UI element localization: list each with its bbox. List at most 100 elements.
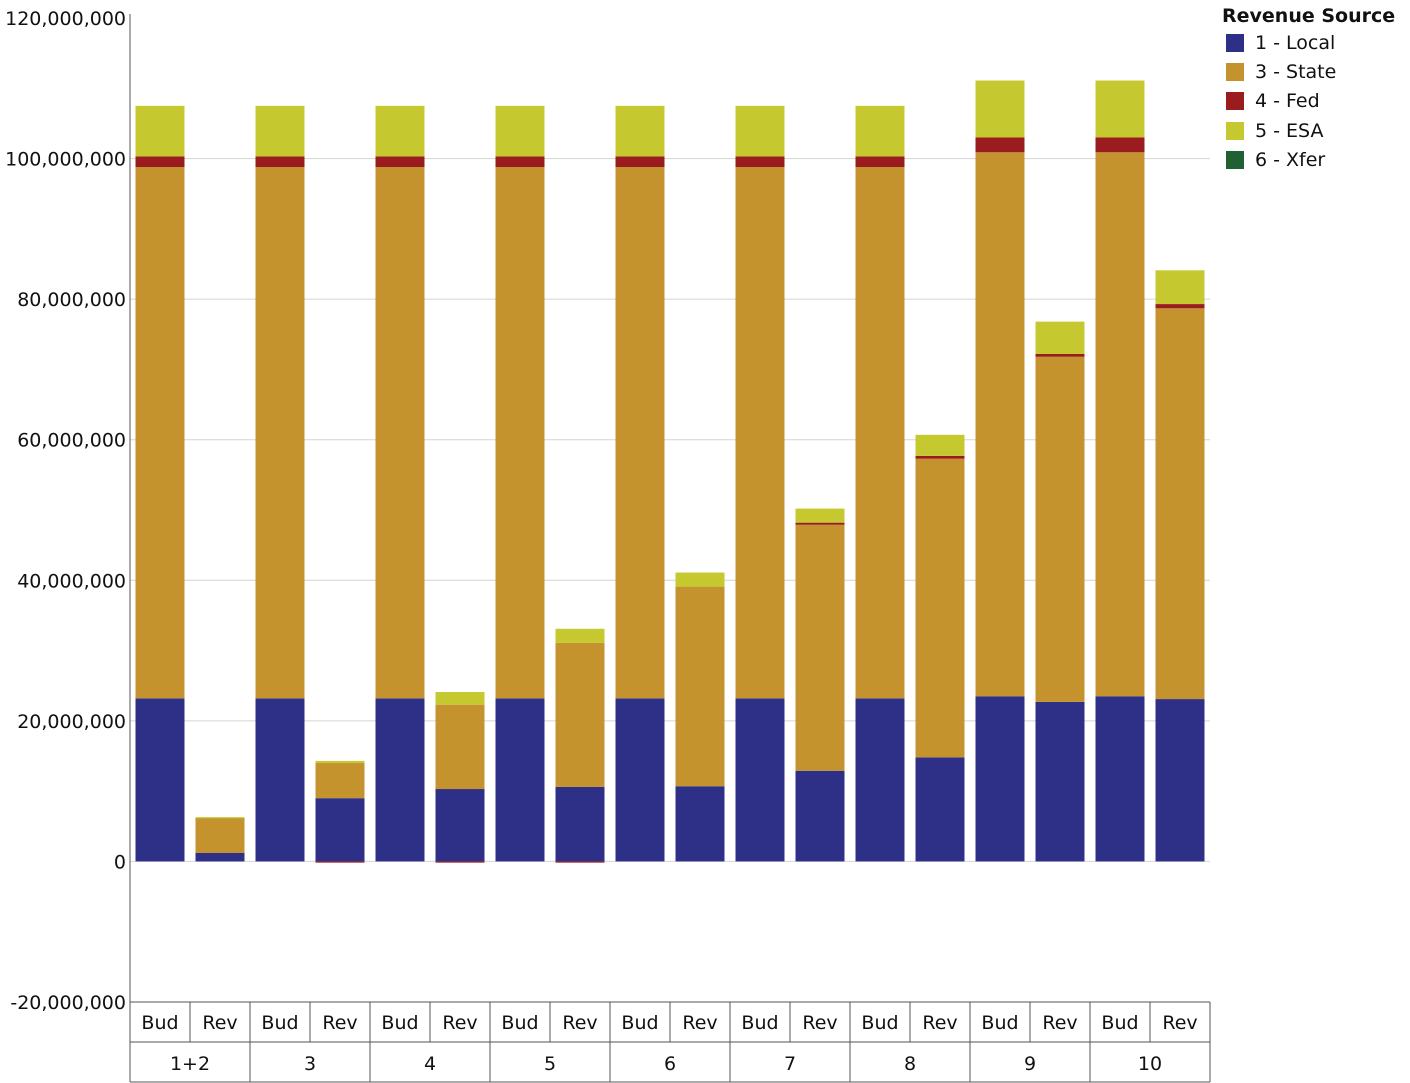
y-tick-label: 40,000,000 <box>17 570 126 592</box>
bar-segment <box>675 572 725 587</box>
legend-swatch <box>1226 63 1244 82</box>
bar-segment <box>915 458 965 758</box>
x-category-label: Bud <box>381 1012 418 1034</box>
bar-segment <box>735 167 785 699</box>
x-category-label: Rev <box>802 1012 837 1034</box>
bar-segment <box>495 698 545 862</box>
bar-segment <box>375 167 425 699</box>
legend-entry: 5 - ESA <box>1222 116 1395 145</box>
bar-segment <box>615 698 665 862</box>
bar-segment <box>735 698 785 862</box>
bar-segment <box>1095 137 1145 153</box>
y-tick-label: -20,000,000 <box>10 992 126 1014</box>
bar-segment <box>1095 80 1145 138</box>
bar-segment <box>795 522 845 525</box>
bar-segment <box>135 156 185 168</box>
bar-segment <box>855 156 905 168</box>
bar-segment <box>795 770 845 862</box>
y-tick-label: 120,000,000 <box>5 8 126 30</box>
bar-segment <box>915 455 965 459</box>
x-category-label: Bud <box>861 1012 898 1034</box>
legend-swatch <box>1226 151 1244 170</box>
bar-segment <box>1095 696 1145 862</box>
y-tick-label: 20,000,000 <box>17 711 126 733</box>
bar-segment <box>675 586 725 787</box>
bar-segment <box>1035 353 1085 357</box>
bar-segment <box>195 852 245 862</box>
x-category-label: Bud <box>981 1012 1018 1034</box>
x-category-label: Bud <box>261 1012 298 1034</box>
bar-segment <box>315 760 365 764</box>
legend-entry: 6 - Xfer <box>1222 146 1395 175</box>
bar-segment <box>255 698 305 862</box>
bar-segment <box>1035 321 1085 354</box>
legend: Revenue Source 1 - Local 3 - State 4 - Fed… <box>1222 4 1395 175</box>
y-axis: 120,000,000 100,000,000 80,000,000 60,000,0… <box>5 8 131 1014</box>
bar-segment <box>975 80 1025 138</box>
bar-segment <box>855 698 905 862</box>
x-category-label: Rev <box>202 1012 237 1034</box>
x-category-label: Rev <box>322 1012 357 1034</box>
bar-segment <box>255 167 305 699</box>
bar-segment <box>975 137 1025 153</box>
legend-entry: 3 - State <box>1222 57 1395 86</box>
x-category-label: Rev <box>682 1012 717 1034</box>
x-group-label: 6 <box>664 1053 676 1075</box>
bar-segment <box>495 156 545 168</box>
bar-segment <box>375 698 425 862</box>
bar-segment <box>555 861 605 863</box>
bar-segment <box>1155 308 1205 700</box>
bar-segment <box>495 105 545 157</box>
bar-segment <box>915 434 965 456</box>
bar-segment <box>795 524 845 771</box>
x-category-label: Rev <box>1162 1012 1197 1034</box>
bar-segment <box>1155 699 1205 862</box>
bar-segment <box>615 156 665 168</box>
legend-label: 6 - Xfer <box>1255 149 1326 172</box>
bar-segment <box>555 628 605 643</box>
bar-segment <box>195 817 245 819</box>
x-axis-category-table: Bud Rev Bud Rev Bud Rev Bud Rev Bud Rev Bud Rev Bud R… <box>129 1001 1211 1083</box>
bar-segment <box>435 789 485 862</box>
bar-segment <box>135 167 185 699</box>
x-group-label: 5 <box>544 1053 556 1075</box>
x-category-label: Bud <box>501 1012 538 1034</box>
x-group-label: 4 <box>424 1053 436 1075</box>
bar-segment <box>315 861 365 863</box>
x-category-label: Bud <box>621 1012 658 1034</box>
legend-label: 3 - State <box>1255 61 1337 84</box>
x-category-label: Bud <box>141 1012 178 1034</box>
legend-label: 1 - Local <box>1255 31 1336 54</box>
gridlines <box>130 158 1210 862</box>
bar-segment <box>855 167 905 699</box>
y-tick-label: 0 <box>114 851 126 873</box>
bar-segment <box>795 508 845 523</box>
bar-segment <box>435 692 485 705</box>
x-group-label: 10 <box>1138 1053 1162 1075</box>
bar-segment <box>255 156 305 168</box>
bar-segment <box>315 763 365 799</box>
bar-segment <box>435 861 485 863</box>
legend-entry: 1 - Local <box>1222 28 1395 57</box>
bar-segment <box>135 698 185 862</box>
legend-items: 1 - Local 3 - State 4 - Fed 5 - ESA 6 - Xfer <box>1222 28 1395 175</box>
bar-segment <box>1095 152 1145 697</box>
legend-entry: 4 - Fed <box>1222 87 1395 116</box>
bar-segment <box>435 704 485 790</box>
bar-segment <box>255 105 305 157</box>
y-tick-label: 60,000,000 <box>17 430 126 452</box>
bar-segment <box>1035 701 1085 862</box>
bar-segment <box>1035 356 1085 702</box>
x-category-label: Bud <box>1101 1012 1138 1034</box>
bar-segment <box>615 167 665 699</box>
bar-segment <box>135 105 185 157</box>
x-group-label: 7 <box>784 1053 796 1075</box>
bar-segment <box>735 156 785 168</box>
bar-segment <box>375 105 425 157</box>
legend-swatch <box>1226 33 1244 52</box>
bar-segment <box>555 786 605 862</box>
x-group-label: 9 <box>1024 1053 1036 1075</box>
bar-segment <box>495 167 545 699</box>
bar-segment <box>975 696 1025 862</box>
